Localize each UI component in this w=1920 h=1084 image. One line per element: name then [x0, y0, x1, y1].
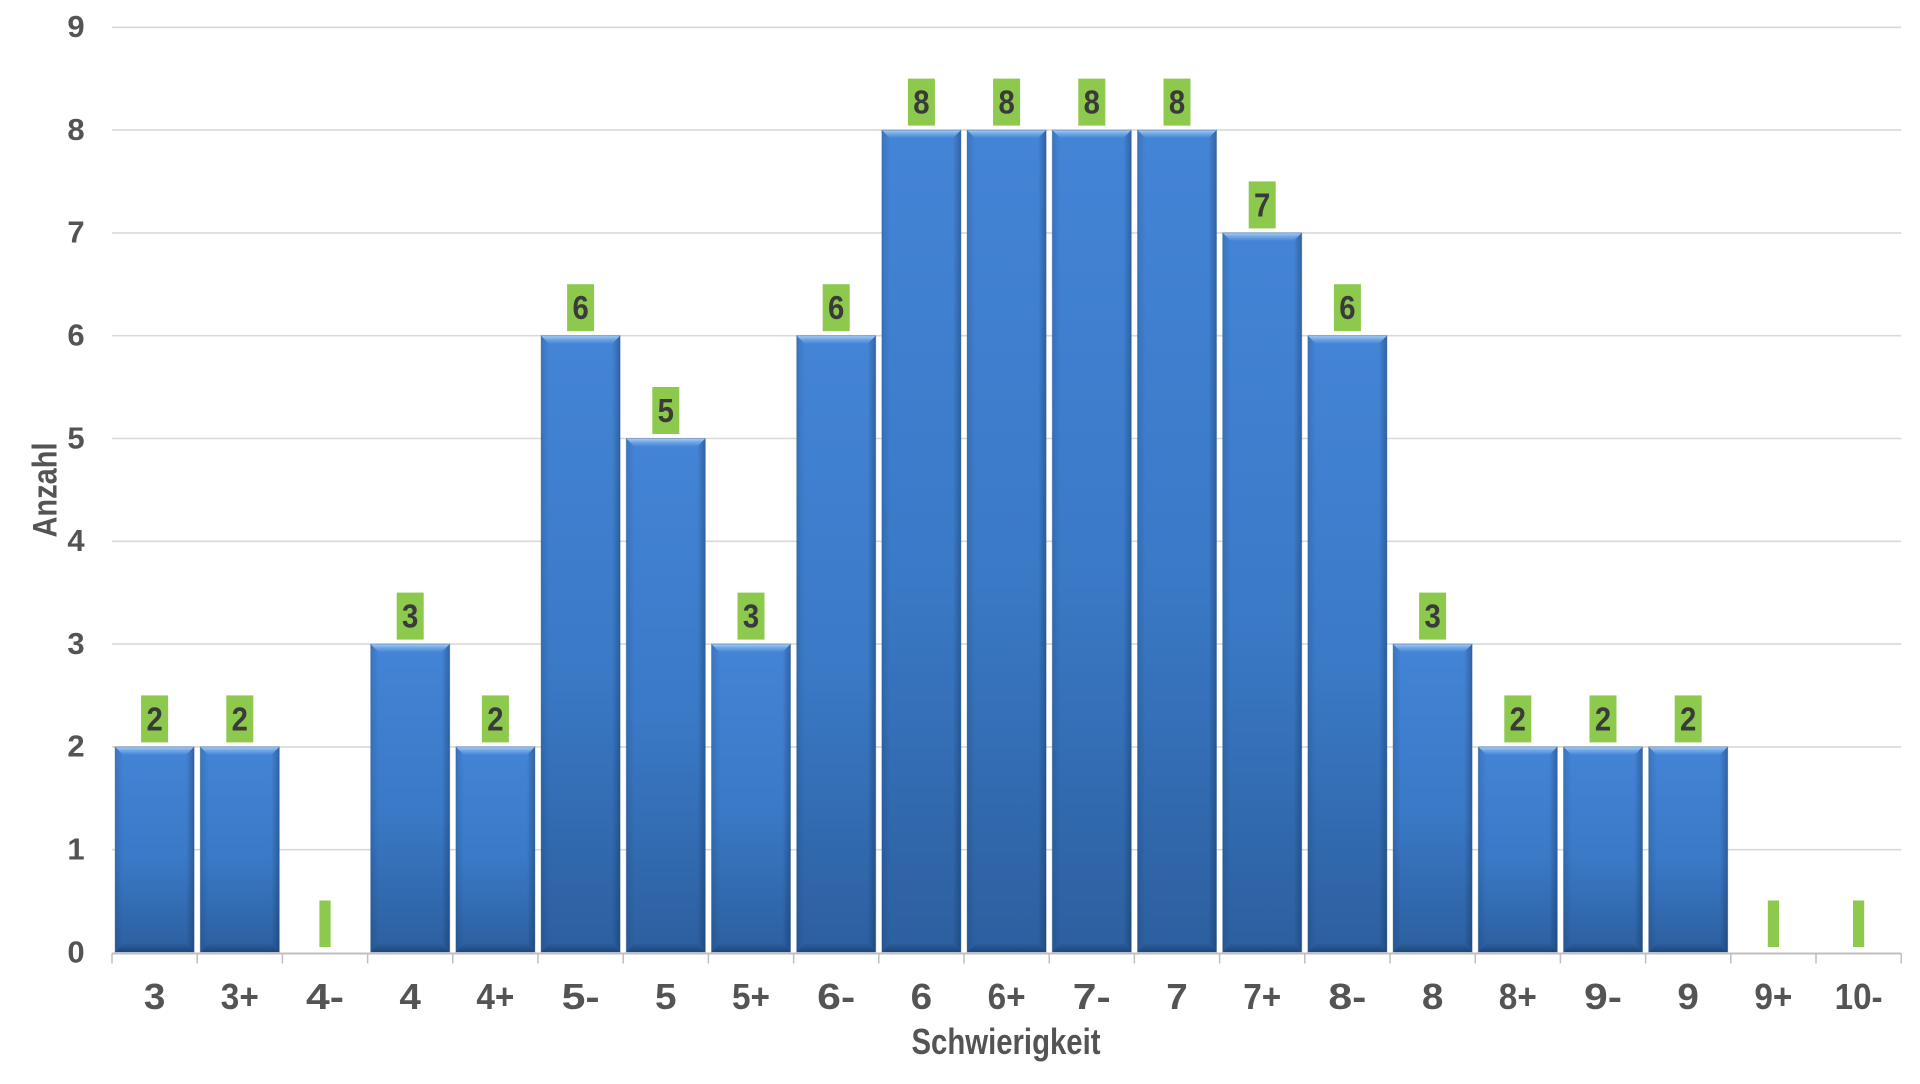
svg-text:Anzahl: Anzahl	[27, 443, 65, 538]
svg-text:8: 8	[913, 84, 929, 121]
svg-text:5: 5	[655, 976, 677, 1017]
svg-text:7: 7	[1166, 976, 1188, 1017]
svg-text:2: 2	[146, 700, 162, 737]
svg-text:5: 5	[67, 420, 84, 455]
svg-text:6+: 6+	[988, 976, 1026, 1017]
svg-text:6: 6	[67, 318, 84, 353]
svg-text:8: 8	[67, 112, 84, 147]
svg-text:5: 5	[658, 392, 674, 429]
svg-text:7-: 7-	[1073, 976, 1111, 1017]
svg-text:2: 2	[487, 700, 503, 737]
svg-text:4-: 4-	[306, 976, 344, 1017]
svg-text:3: 3	[402, 598, 418, 635]
svg-text:0: 0	[67, 934, 84, 969]
svg-text:7+: 7+	[1243, 976, 1281, 1017]
svg-text:4: 4	[67, 523, 85, 558]
svg-text:2: 2	[1510, 700, 1526, 737]
svg-text:2: 2	[67, 729, 84, 764]
svg-text:6: 6	[1339, 289, 1355, 326]
svg-text:3: 3	[1424, 598, 1440, 635]
svg-text:3+: 3+	[221, 976, 259, 1017]
svg-text:5+: 5+	[732, 976, 770, 1017]
svg-text:9+: 9+	[1754, 976, 1792, 1017]
svg-text:7: 7	[67, 215, 84, 250]
svg-text:8+: 8+	[1499, 976, 1537, 1017]
svg-text:9-: 9-	[1584, 976, 1622, 1017]
svg-text:1: 1	[67, 832, 84, 867]
svg-text:8: 8	[1084, 84, 1100, 121]
svg-text:6: 6	[572, 289, 588, 326]
svg-text:3: 3	[743, 598, 759, 635]
svg-text:5-: 5-	[562, 976, 600, 1017]
svg-text:7: 7	[1254, 186, 1270, 223]
svg-text:9: 9	[1677, 976, 1699, 1017]
svg-text:4: 4	[399, 976, 421, 1017]
svg-text:6-: 6-	[817, 976, 855, 1017]
svg-text:4+: 4+	[476, 976, 514, 1017]
svg-text:3: 3	[144, 976, 166, 1017]
svg-text:8: 8	[1422, 976, 1444, 1017]
svg-text:8: 8	[998, 84, 1014, 121]
svg-text:6: 6	[911, 976, 933, 1017]
svg-text:8: 8	[1169, 84, 1185, 121]
svg-text:6: 6	[828, 289, 844, 326]
svg-text:Schwierigkeit: Schwierigkeit	[912, 1021, 1101, 1062]
svg-text:10-: 10-	[1835, 976, 1883, 1017]
svg-text:9: 9	[67, 9, 84, 44]
svg-text:3: 3	[67, 626, 84, 661]
svg-text:2: 2	[1595, 700, 1611, 737]
svg-text:2: 2	[1680, 700, 1696, 737]
svg-text:8-: 8-	[1328, 976, 1366, 1017]
svg-text:2: 2	[232, 700, 248, 737]
